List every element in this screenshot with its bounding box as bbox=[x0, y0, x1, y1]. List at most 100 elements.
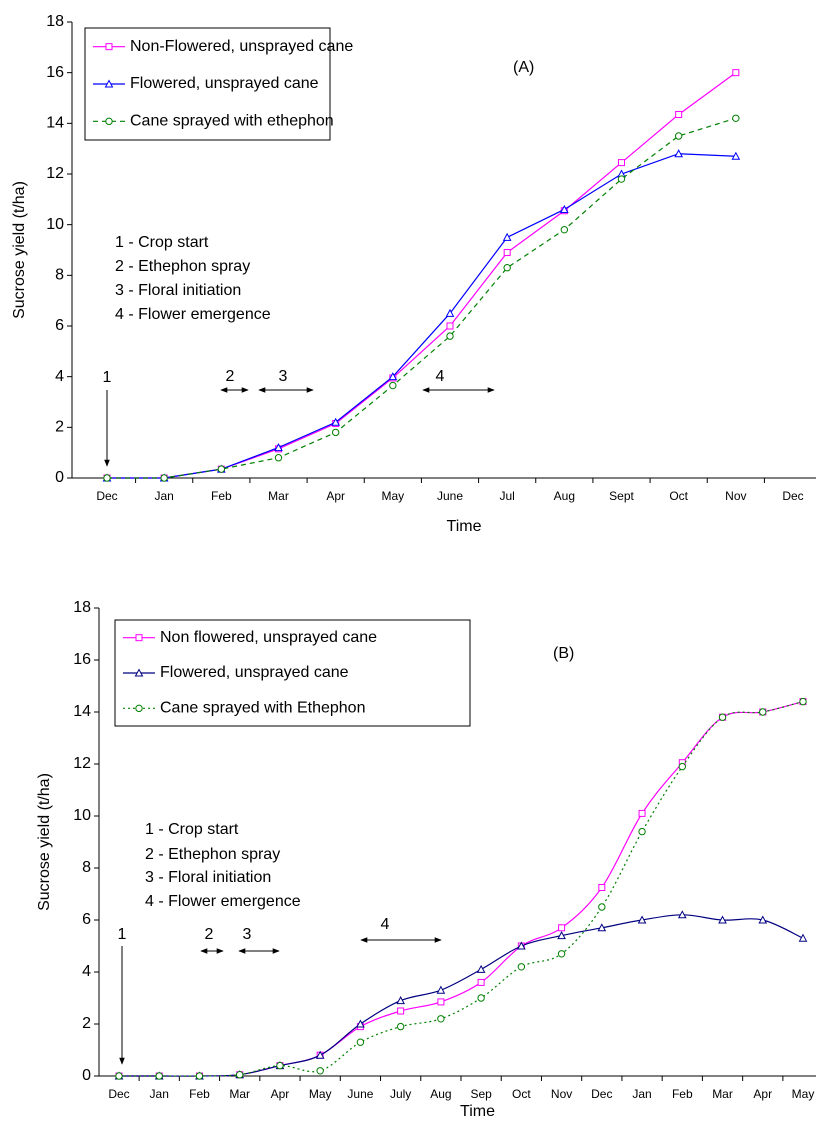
data-marker bbox=[331, 428, 340, 437]
y-tick-label: 10 bbox=[73, 807, 91, 824]
data-marker bbox=[517, 963, 526, 971]
data-marker bbox=[396, 996, 405, 1005]
legend-label: Non-Flowered, unsprayed cane bbox=[130, 38, 353, 55]
data-marker bbox=[718, 915, 727, 924]
data-marker bbox=[331, 417, 341, 426]
x-tick-label: Nov bbox=[551, 1087, 572, 1101]
legend-box bbox=[84, 27, 331, 141]
data-marker bbox=[195, 1072, 204, 1080]
annotation: 2 bbox=[226, 368, 235, 385]
legend-marker bbox=[135, 634, 143, 642]
data-marker bbox=[274, 454, 283, 462]
data-marker bbox=[445, 308, 455, 317]
data-marker bbox=[798, 933, 808, 942]
data-marker bbox=[557, 950, 566, 958]
data-marker bbox=[315, 1050, 325, 1059]
x-tick-label: Oct bbox=[512, 1087, 531, 1101]
y-tick-label: 8 bbox=[82, 859, 91, 876]
y-tick-label: 12 bbox=[73, 755, 91, 772]
data-marker bbox=[560, 226, 569, 234]
data-marker bbox=[617, 175, 626, 183]
data-marker bbox=[276, 1061, 284, 1070]
x-tick-label: Mar bbox=[229, 1087, 250, 1101]
data-marker bbox=[236, 1071, 244, 1079]
annotation: 2 - Ethephon spray bbox=[145, 846, 280, 863]
data-marker bbox=[160, 474, 168, 482]
data-marker bbox=[446, 332, 454, 340]
legend-label: Flowered, unsprayed cane bbox=[130, 75, 319, 92]
annotation: 4 - Flower emergence bbox=[145, 893, 301, 910]
data-marker bbox=[678, 762, 686, 771]
annotation: 3 - Floral initiation bbox=[115, 282, 241, 299]
data-marker bbox=[502, 232, 512, 241]
x-tick-label: June bbox=[437, 489, 463, 503]
annotation: 3 bbox=[243, 926, 252, 943]
x-tick-label: July bbox=[390, 1087, 411, 1101]
data-marker bbox=[637, 915, 647, 924]
y-tick-label: 0 bbox=[55, 469, 64, 486]
y-tick-label: 14 bbox=[73, 703, 91, 720]
data-marker bbox=[597, 923, 607, 932]
annotation: (A) bbox=[513, 59, 534, 76]
x-tick-label: Jan bbox=[154, 489, 173, 503]
y-tick-label: 4 bbox=[82, 963, 91, 980]
data-marker bbox=[477, 994, 485, 1002]
y-tick-label: 14 bbox=[46, 115, 64, 132]
data-marker bbox=[674, 132, 683, 140]
x-tick-label: Mar bbox=[712, 1087, 733, 1101]
annotation: (B) bbox=[553, 645, 574, 662]
data-marker bbox=[732, 114, 740, 122]
data-marker bbox=[396, 1022, 405, 1031]
series-line bbox=[107, 117, 737, 479]
x-tick-label: Apr bbox=[271, 1087, 290, 1101]
data-marker bbox=[598, 884, 606, 891]
legend-marker bbox=[104, 79, 114, 88]
data-marker bbox=[731, 151, 741, 160]
data-marker bbox=[356, 1038, 365, 1046]
x-tick-label: Oct bbox=[669, 489, 688, 503]
x-tick-label: Jul bbox=[499, 489, 514, 503]
data-marker bbox=[476, 964, 486, 973]
data-marker bbox=[477, 978, 485, 986]
data-marker bbox=[557, 931, 566, 940]
series-line bbox=[119, 701, 804, 1077]
data-marker bbox=[356, 1019, 365, 1028]
data-marker bbox=[437, 1015, 445, 1023]
data-marker bbox=[675, 110, 683, 118]
y-axis-title: Sucrose yield (t/ha) bbox=[11, 181, 28, 319]
y-tick-label: 16 bbox=[46, 64, 64, 81]
data-marker bbox=[503, 249, 511, 257]
x-tick-label: Aug bbox=[554, 489, 575, 503]
y-tick-label: 12 bbox=[46, 165, 64, 182]
data-marker bbox=[732, 69, 740, 77]
annotation: 4 - Flower emergence bbox=[115, 306, 271, 323]
annotation: 2 bbox=[205, 926, 214, 943]
data-marker bbox=[503, 264, 511, 272]
y-tick-label: 18 bbox=[73, 599, 91, 616]
y-tick-label: 16 bbox=[73, 651, 91, 668]
legend-marker bbox=[105, 43, 113, 51]
legend-label: Cane sprayed with ethephon bbox=[130, 113, 334, 130]
x-tick-label: Jan bbox=[632, 1087, 651, 1101]
data-marker bbox=[274, 443, 283, 452]
x-tick-label: Sep bbox=[470, 1087, 492, 1101]
data-marker bbox=[558, 924, 566, 932]
legend-label: Cane sprayed with Ethephon bbox=[160, 700, 365, 717]
data-marker bbox=[155, 1072, 163, 1080]
series-line bbox=[107, 153, 736, 479]
data-marker bbox=[517, 941, 526, 950]
legend-box bbox=[114, 619, 471, 727]
x-tick-label: Nov bbox=[725, 489, 746, 503]
x-tick-label: Dec bbox=[591, 1087, 612, 1101]
legend-label: Non flowered, unsprayed cane bbox=[160, 629, 377, 646]
x-tick-label: Aug bbox=[430, 1087, 451, 1101]
data-marker bbox=[217, 465, 226, 473]
data-marker bbox=[115, 1072, 123, 1080]
y-tick-label: 8 bbox=[55, 267, 64, 284]
annotation: 1 bbox=[103, 369, 112, 386]
annotation: 4 bbox=[381, 916, 390, 933]
annotation: 4 bbox=[436, 368, 445, 385]
data-marker bbox=[799, 697, 807, 706]
